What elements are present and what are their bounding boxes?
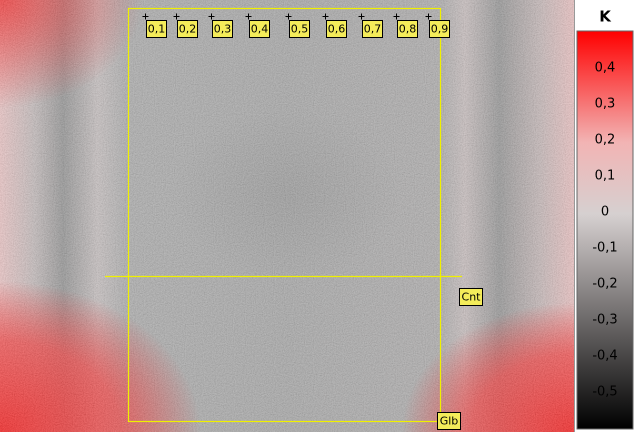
colorbar-tick-label: -0,3 (592, 313, 617, 328)
marker: 0,7 (358, 13, 383, 38)
marker-cross (245, 13, 252, 20)
colorbar-tick-label: 0,1 (595, 169, 616, 184)
marker-label: 0,3 (214, 23, 232, 36)
marker-box (289, 20, 310, 38)
marker-box (429, 20, 450, 38)
marker-cross (358, 13, 365, 20)
colorbar-tick-label: -0,5 (592, 385, 617, 400)
marker-label: 0,5 (291, 23, 309, 36)
colorbar (576, 30, 634, 430)
marker-cross (208, 13, 215, 20)
colorbar-panel: K 0,4 0,3 0,2 0,1 0 -0,1 -0,2 -0,3 -0,4 -0,5 (574, 0, 637, 432)
marker-cross (425, 13, 432, 20)
colorbar-title: K (599, 8, 612, 26)
marker-label: Glb (440, 415, 459, 428)
marker: 0,5 (285, 13, 310, 38)
marker-box (212, 20, 233, 38)
colorbar-tick-label: 0,4 (595, 61, 616, 76)
marker: 0,4 (245, 13, 270, 38)
colorbar-tick-label: -0,1 (592, 241, 617, 256)
marker-box (397, 20, 418, 38)
marker-box (362, 20, 383, 38)
marker-label: 0,8 (399, 23, 417, 36)
marker-cross (285, 13, 292, 20)
marker: 0,2 (173, 13, 198, 38)
marker-box (146, 20, 167, 38)
marker-box (326, 20, 347, 38)
marker: 0,1 (142, 13, 167, 38)
marker-label: 0,1 (148, 23, 166, 36)
marker: 0,6 (322, 13, 347, 38)
roi-rect (127, 7, 442, 423)
marker-box (249, 20, 270, 38)
marker-label: 0,2 (179, 23, 197, 36)
colorbar-tick-label: 0 (601, 205, 609, 220)
marker-box (177, 20, 198, 38)
marker-cross (322, 13, 329, 20)
marker-cross (142, 13, 149, 20)
colorbar-tick-label: -0,2 (592, 277, 617, 292)
marker-label: 0,7 (364, 23, 382, 36)
marker-cross (393, 13, 400, 20)
marker-label: Cnt (462, 291, 482, 304)
colorbar-tick-label: 0,3 (595, 97, 616, 112)
marker-box (437, 412, 461, 430)
marker: 0,9 (425, 13, 450, 38)
colorbar-tick-label: 0,2 (595, 133, 616, 148)
image (0, 0, 574, 432)
marker-label: 0,4 (251, 23, 269, 36)
colorbar-tick-label: -0,4 (592, 349, 617, 364)
marker: 0,3 (208, 13, 233, 38)
marker: 0,8 (393, 13, 418, 38)
marker-box (459, 288, 483, 306)
marker-cross (173, 13, 180, 20)
marker: Glb (437, 412, 461, 430)
marker: Cnt (459, 288, 483, 306)
marker-label: 0,9 (431, 23, 449, 36)
marker-label: 0,6 (328, 23, 346, 36)
